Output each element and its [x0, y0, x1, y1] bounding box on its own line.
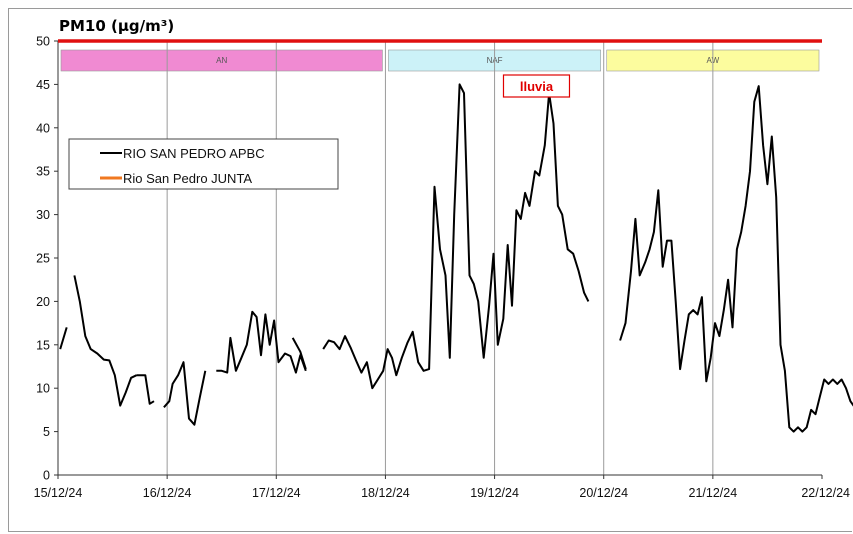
y-tick-label: 10 [36, 382, 50, 396]
x-tick-label: 16/12/24 [143, 486, 192, 500]
y-tick-label: 25 [36, 252, 50, 266]
axes [57, 39, 822, 476]
legend: RIO SAN PEDRO APBC Rio San Pedro JUNTA [68, 138, 339, 190]
legend-label: Rio San Pedro JUNTA [123, 171, 252, 186]
chart-title: PM10 (µg/m³) [59, 17, 174, 35]
y-tick-label: 20 [36, 295, 50, 309]
x-tick-label: 20/12/24 [579, 486, 628, 500]
x-tick-label: 22/12/24 [801, 486, 850, 500]
chart-frame: PM10 (µg/m³) AN NAF AW 0 5 10 15 20 25 30 35 40 45 5… [8, 8, 853, 532]
pm10-chart: PM10 (µg/m³) AN NAF AW 0 5 10 15 20 25 30 35 40 45 5… [34, 17, 853, 501]
y-tick-label: 15 [36, 338, 50, 352]
x-tick-label: 17/12/24 [252, 486, 301, 500]
band-0 [60, 49, 383, 72]
series-lines [59, 83, 853, 433]
episode-bands: AN NAF AW [60, 49, 820, 72]
rain-note-text: lluvia [520, 79, 554, 94]
y-tick-label: 0 [43, 469, 50, 483]
legend-label: RIO SAN PEDRO APBC [123, 146, 265, 161]
y-tick-label: 35 [36, 165, 50, 179]
legend-box [68, 138, 339, 190]
y-tick-label: 30 [36, 208, 50, 222]
axis-ticks: 0 5 10 15 20 25 30 35 40 45 50 15/12/24 16/12/24 17/1… [34, 35, 850, 501]
y-tick-label: 5 [43, 425, 50, 439]
y-tick-label: 50 [36, 35, 50, 49]
band-label: AN [216, 56, 227, 65]
x-tick-label: 19/12/24 [470, 486, 519, 500]
vertical-gridlines [166, 41, 714, 475]
x-tick-label: 15/12/24 [34, 486, 83, 500]
y-tick-label: 45 [36, 78, 50, 92]
y-tick-label: 40 [36, 121, 50, 135]
annotations: lluvia [502, 74, 571, 98]
x-tick-label: 21/12/24 [689, 486, 738, 500]
rain-note-box [502, 74, 571, 98]
series-line-0 [59, 83, 853, 433]
x-tick-label: 18/12/24 [361, 486, 410, 500]
